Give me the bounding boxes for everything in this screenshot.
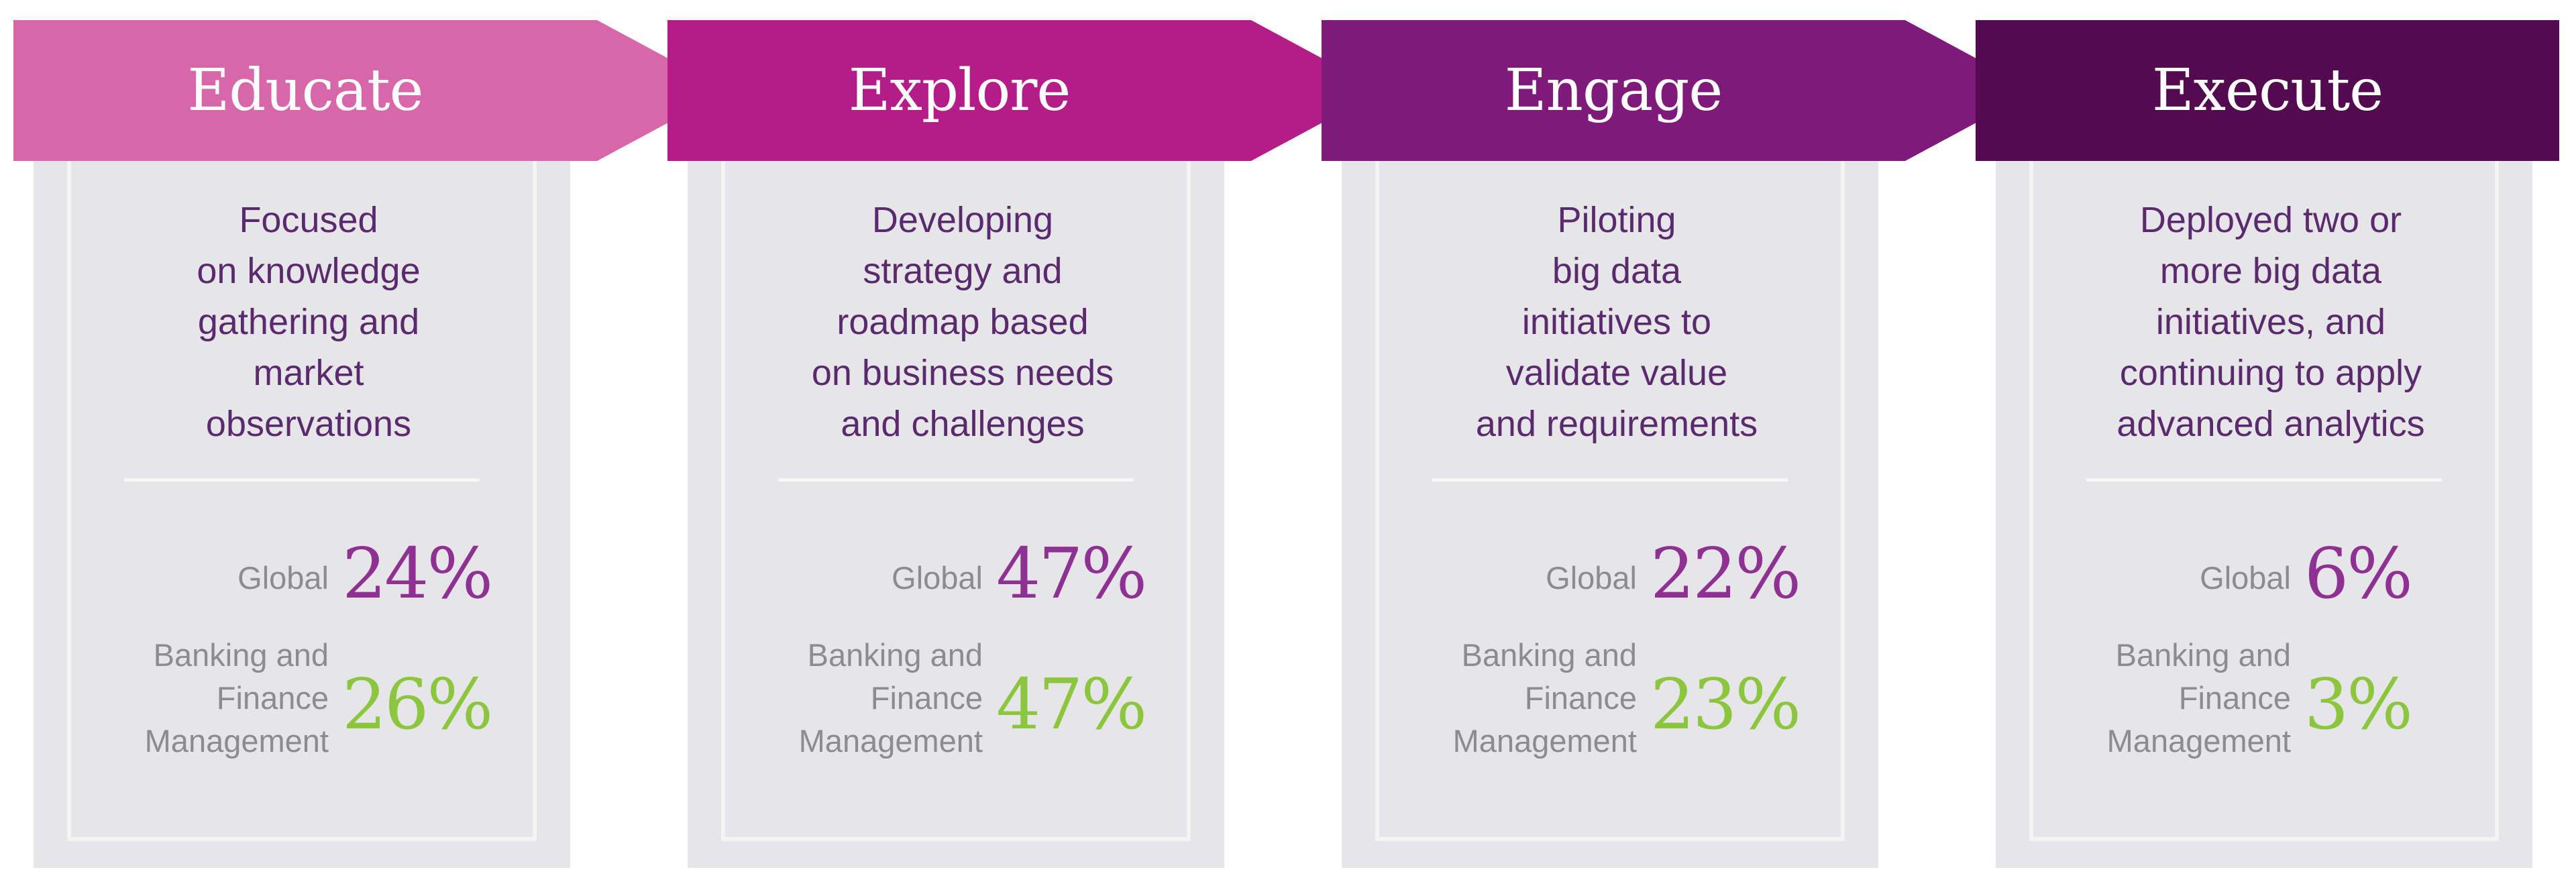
- description-line: gathering and: [197, 302, 420, 342]
- description-line: on knowledge: [197, 251, 421, 291]
- description-line: initiatives to: [1521, 302, 1712, 342]
- global-label: Global: [2200, 560, 2291, 596]
- global-label: Global: [892, 560, 983, 596]
- global-value: 47%: [996, 533, 1147, 614]
- description-line: more big data: [2159, 251, 2382, 291]
- stage-card-body: [1342, 161, 1878, 868]
- stage-card-frame: [721, 161, 1191, 841]
- description-line: Developing: [871, 200, 1054, 240]
- stage-card-frame: [2029, 161, 2499, 841]
- description-line: roadmap based: [837, 302, 1089, 342]
- stage-title: Engage: [1504, 57, 1723, 124]
- stage-description: Piloting big data initiatives to validat…: [1375, 195, 1858, 449]
- global-label: Global: [1546, 560, 1637, 596]
- bfm-label-line: Banking and: [2115, 637, 2291, 673]
- divider: [2086, 478, 2442, 482]
- arrow-shape: [13, 20, 728, 161]
- stage-card-frame: [1375, 161, 1845, 841]
- banner-shape: [1976, 20, 2559, 161]
- bfm-label-line: Banking and: [807, 637, 983, 673]
- description-line: and requirements: [1475, 404, 1758, 444]
- stage-card-body: [34, 161, 570, 868]
- bfm-label-line: Management: [2106, 723, 2291, 759]
- description-line: on business needs: [811, 353, 1114, 393]
- divider: [124, 478, 480, 482]
- stage-description: Deployed two or more big data initiative…: [2029, 195, 2512, 449]
- stage-title: Explore: [848, 57, 1071, 124]
- bfm-value: 47%: [996, 663, 1147, 745]
- bfm-value: 3%: [2304, 663, 2413, 745]
- stage-card-body: [688, 161, 1224, 868]
- bfm-label-line: Finance: [216, 680, 329, 716]
- description-line: initiatives, and: [2155, 302, 2386, 342]
- bfm-label-line: Banking and: [1461, 637, 1637, 673]
- divider: [778, 478, 1134, 482]
- stage-banner: [1976, 20, 2559, 161]
- global-value: 24%: [342, 533, 493, 614]
- description-line: Piloting: [1557, 200, 1676, 240]
- bfm-value: 26%: [342, 663, 493, 745]
- stage-engage: Engage Piloting big data initiatives to …: [1322, 0, 2036, 888]
- bfm-label-line: Management: [1452, 723, 1637, 759]
- divider: [1432, 478, 1788, 482]
- bfm-label-line: Banking and: [153, 637, 329, 673]
- bfm-label-line: Finance: [1524, 680, 1637, 716]
- description-line: validate value: [1505, 353, 1728, 393]
- bfm-label-line: Finance: [2178, 680, 2291, 716]
- description-line: strategy and: [863, 251, 1063, 291]
- bfm-label: Banking and Finance Management: [741, 634, 983, 763]
- bfm-label-line: Management: [798, 723, 983, 759]
- global-label: Global: [237, 560, 329, 596]
- description-line: advanced analytics: [2116, 404, 2425, 444]
- description-line: Focused: [239, 200, 378, 240]
- bfm-label: Banking and Finance Management: [1395, 634, 1637, 763]
- global-value: 6%: [2304, 533, 2413, 614]
- description-line: and challenges: [841, 404, 1085, 444]
- stage-title: Execute: [2151, 57, 2383, 124]
- stage-description: Focused on knowledge gathering and marke…: [67, 195, 550, 449]
- stage-explore: Explore Developing strategy and roadmap …: [667, 0, 1382, 888]
- description-line: Deployed two or: [2139, 200, 2402, 240]
- stage-description: Developing strategy and roadmap based on…: [721, 195, 1204, 449]
- description-line: continuing to apply: [2119, 353, 2422, 393]
- bfm-label: Banking and Finance Management: [87, 634, 329, 763]
- bfm-value: 23%: [1650, 663, 1801, 745]
- bfm-label-line: Management: [144, 723, 329, 759]
- bfm-label-line: Finance: [870, 680, 983, 716]
- stage-card-frame: [67, 161, 537, 841]
- global-value: 22%: [1650, 533, 1801, 614]
- stage-execute: Execute Deployed two or more big data in…: [1976, 0, 2576, 888]
- arrow-shape: [1322, 20, 2036, 161]
- stage-banner-arrow: [667, 20, 1412, 161]
- description-line: market: [253, 353, 364, 393]
- bfm-label: Banking and Finance Management: [2049, 634, 2291, 763]
- stage-banner-arrow: [13, 20, 758, 161]
- description-line: observations: [205, 404, 412, 444]
- description-line: big data: [1552, 251, 1682, 291]
- stage-card-body: [1996, 161, 2532, 868]
- stage-banner-arrow: [1322, 20, 2066, 161]
- stage-title: Educate: [187, 57, 423, 124]
- stage-educate: Educate Focused on knowledge gathering a…: [13, 0, 728, 888]
- arrow-shape: [667, 20, 1382, 161]
